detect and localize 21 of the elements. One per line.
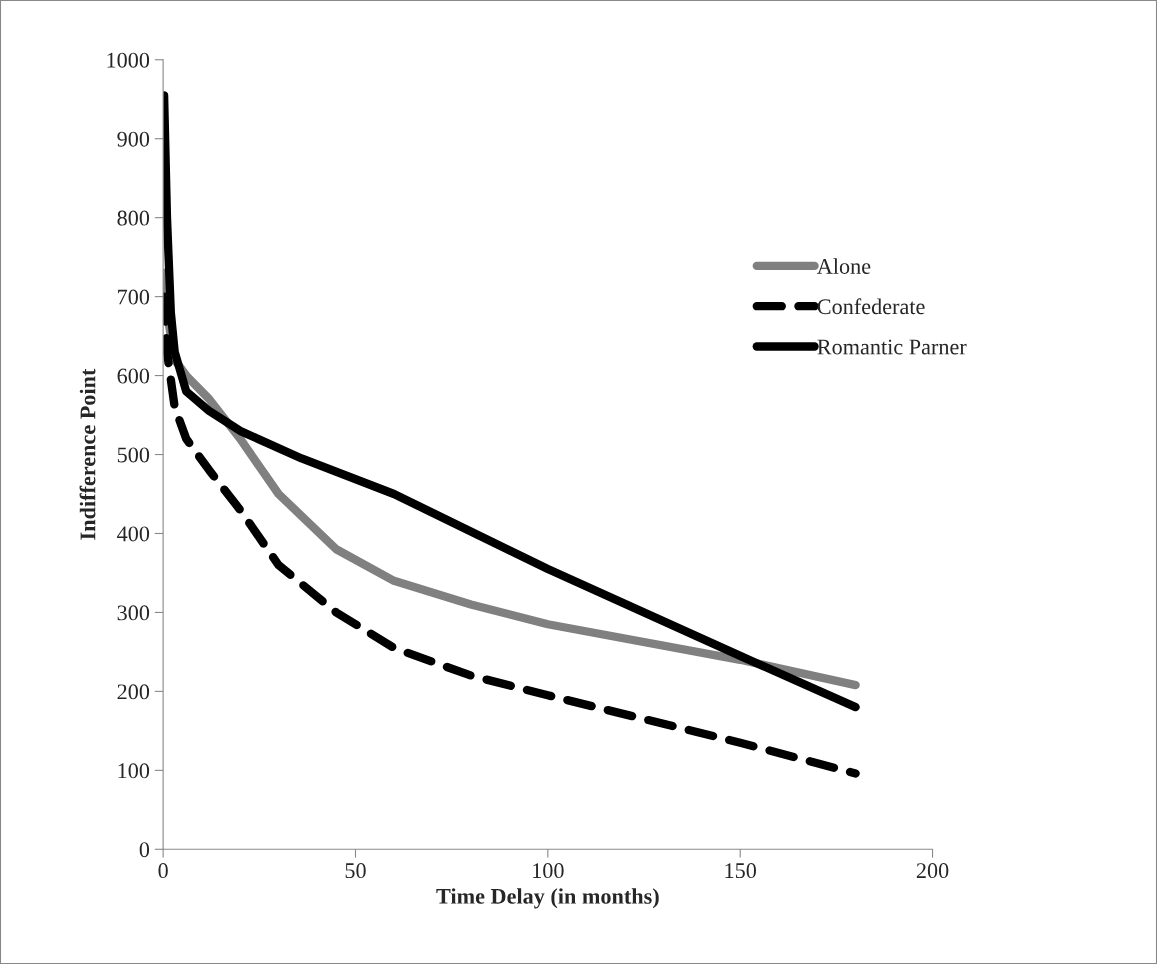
legend-label: Alone [816, 258, 871, 274]
x-tick-label: 100 [533, 863, 564, 879]
y-tick-label: 300 [117, 605, 150, 621]
y-tick-label: 900 [117, 131, 150, 147]
y-axis-title: Indifference Point [79, 368, 96, 540]
x-tick-label: 200 [916, 863, 949, 879]
y-tick-label: 0 [139, 842, 150, 858]
y-tick-label: 600 [117, 368, 150, 384]
y-tick-label: 400 [117, 526, 150, 542]
legend-label: Romantic Parner [817, 339, 967, 355]
legend-label: Confederate [817, 298, 925, 315]
x-tick-label: 50 [345, 863, 366, 879]
y-tick-label: 100 [118, 763, 150, 779]
y-tick-label: 800 [117, 210, 150, 226]
y-tick-label: 200 [117, 684, 150, 700]
y-tick-label: 500 [117, 447, 150, 463]
x-tick-label: 150 [725, 863, 757, 879]
y-tick-label: 700 [118, 289, 150, 305]
y-tick-label: 1000 [107, 52, 150, 68]
x-tick-label: 0 [158, 863, 168, 879]
x-axis-title: Time Delay (in months) [436, 888, 659, 909]
